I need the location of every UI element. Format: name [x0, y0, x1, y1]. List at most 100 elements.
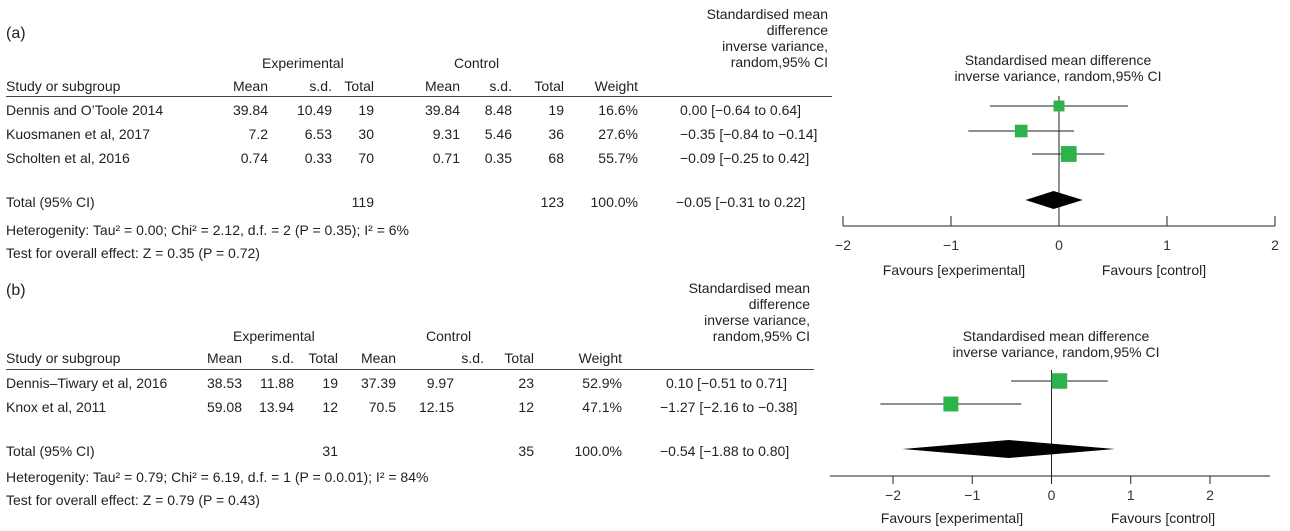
ctrl-sd-header: s.d. — [489, 78, 512, 94]
ctrl-mean: 70.5 — [368, 399, 396, 415]
exp-mean-header: Mean — [206, 350, 242, 366]
ci-text: −1.27 [−2.16 to −0.38] — [660, 399, 798, 415]
x-tick-label: 0 — [1048, 487, 1056, 503]
ctrl-total: 23 — [518, 375, 534, 391]
exp-mean: 39.84 — [232, 102, 268, 118]
ctrl-mean: 39.84 — [424, 102, 460, 118]
study-name: Dennis and O’Toole 2014 — [6, 102, 164, 118]
study-name: Kuosmanen et al, 2017 — [6, 126, 150, 142]
exp-total-header: Total — [344, 78, 374, 94]
pooled-diamond — [902, 440, 1115, 458]
plot-title-line: Standardised mean difference — [964, 52, 1152, 68]
experimental-header: Experimental — [233, 328, 315, 344]
exp-sd: 11.88 — [260, 375, 294, 391]
ci-header-line: Standardised mean — [688, 280, 810, 296]
weight-header: Weight — [594, 78, 638, 94]
exp-mean: 59.08 — [206, 399, 242, 415]
exp-mean: 7.2 — [248, 126, 268, 142]
ctrl-sd: 9.97 — [426, 375, 454, 391]
study-marker — [1060, 146, 1077, 162]
ctrl-mean: 0.71 — [432, 150, 460, 166]
ctrl-sd: 0.35 — [484, 150, 512, 166]
x-tick-label: 2 — [1206, 487, 1214, 503]
ctrl-sd-header: s.d. — [461, 350, 484, 366]
plot-title-line: Standardised mean difference — [962, 328, 1150, 344]
ctrl-total: 68 — [548, 150, 564, 166]
ctrl-total: 19 — [548, 102, 564, 118]
exp-sd-header: s.d. — [309, 78, 332, 94]
pooled-ci-text: −0.54 [−1.88 to 0.80] — [660, 443, 790, 459]
pooled-diamond — [1025, 191, 1083, 209]
ctrl-total-header: Total — [504, 350, 534, 366]
weight: 16.6% — [598, 102, 638, 118]
x-tick-label: −2 — [885, 487, 901, 503]
exp-sd-header: s.d. — [271, 350, 294, 366]
weight: 52.9% — [582, 375, 622, 391]
pooled-ci-text: −0.05 [−0.31 to 0.22] — [676, 194, 806, 210]
ctrl-mean: 9.31 — [432, 126, 460, 142]
exp-sd: 0.33 — [304, 150, 332, 166]
exp-mean: 38.53 — [206, 375, 242, 391]
study-column-header: Study or subgroup — [6, 350, 121, 366]
study-column-header: Study or subgroup — [6, 78, 121, 94]
study-name: Knox et al, 2011 — [6, 399, 107, 415]
weight: 55.7% — [598, 150, 638, 166]
exp-total: 19 — [322, 375, 338, 391]
header-rule — [6, 369, 814, 370]
ctrl-sd: 12.15 — [418, 399, 454, 415]
favours-right: Favours [control] — [1101, 262, 1207, 278]
x-tick-label: −1 — [943, 237, 959, 253]
exp-sd: 13.94 — [258, 399, 294, 415]
ctrl-mean-header: Mean — [360, 350, 396, 366]
exp-sd: 6.53 — [304, 126, 332, 142]
study-marker — [1014, 124, 1028, 138]
study-marker — [1053, 100, 1065, 112]
x-tick-label: −1 — [964, 487, 980, 503]
control-header: Control — [454, 55, 500, 71]
exp-total: 30 — [358, 126, 374, 142]
ci-text: 0.00 [−0.64 to 0.64] — [680, 102, 802, 118]
x-tick-label: 2 — [1271, 237, 1279, 253]
study-name: Scholten et al, 2016 — [6, 150, 130, 166]
ci-column-header: Standardised mean difference inverse var… — [676, 6, 828, 70]
overall-effect-text: Test for overall effect: Z = 0.35 (P = 0… — [6, 245, 260, 261]
weight: 27.6% — [598, 126, 638, 142]
heterogeneity-text: Heterogenity: Tau² = 0.00; Chi² = 2.12, … — [6, 222, 409, 238]
exp-total-sum: 31 — [322, 443, 338, 459]
favours-right: Favours [control] — [1110, 510, 1216, 526]
ctrl-sd: 5.46 — [484, 126, 512, 142]
plot-title: Standardised mean difference inverse var… — [908, 52, 1208, 84]
exp-total: 12 — [322, 399, 338, 415]
x-tick-label: 1 — [1127, 487, 1135, 503]
ctrl-sd: 8.48 — [484, 102, 512, 118]
exp-total: 70 — [358, 150, 374, 166]
heterogeneity-text: Heterogenity: Tau² = 0.79; Chi² = 6.19, … — [6, 469, 429, 485]
ctrl-total-sum: 123 — [540, 194, 564, 210]
ci-column-header: Standardised mean difference inverse var… — [656, 280, 810, 344]
exp-total-header: Total — [308, 350, 338, 366]
total-weight: 100.0% — [590, 194, 638, 210]
exp-mean: 0.74 — [240, 150, 268, 166]
plot-title: Standardised mean difference inverse var… — [906, 328, 1206, 360]
ctrl-total-sum: 35 — [518, 443, 534, 459]
exp-sd: 10.49 — [296, 102, 332, 118]
panel-label-a: (a) — [6, 25, 26, 42]
ci-header-line: Standardised mean — [706, 6, 828, 22]
control-header: Control — [426, 328, 472, 344]
weight-header: Weight — [578, 350, 622, 366]
study-name: Dennis–Tiwary et al, 2016 — [6, 375, 168, 391]
ctrl-mean-header: Mean — [424, 78, 460, 94]
weight: 47.1% — [582, 399, 622, 415]
exp-total: 19 — [358, 102, 374, 118]
ci-header-line: difference — [766, 22, 828, 38]
ci-header-line: difference — [748, 296, 810, 312]
x-tick-label: 0 — [1055, 237, 1063, 253]
plot-title-line: inverse variance, random,95% CI — [952, 344, 1160, 360]
ci-header-line: random,95% CI — [730, 54, 828, 70]
ci-header-line: random,95% CI — [712, 328, 810, 344]
favours-left: Favours [experimental] — [882, 262, 1026, 278]
ci-text: 0.10 [−0.51 to 0.71] — [666, 375, 788, 391]
total-weight: 100.0% — [574, 443, 622, 459]
overall-effect-text: Test for overall effect: Z = 0.79 (P = 0… — [6, 492, 260, 508]
ctrl-mean: 37.39 — [360, 375, 396, 391]
